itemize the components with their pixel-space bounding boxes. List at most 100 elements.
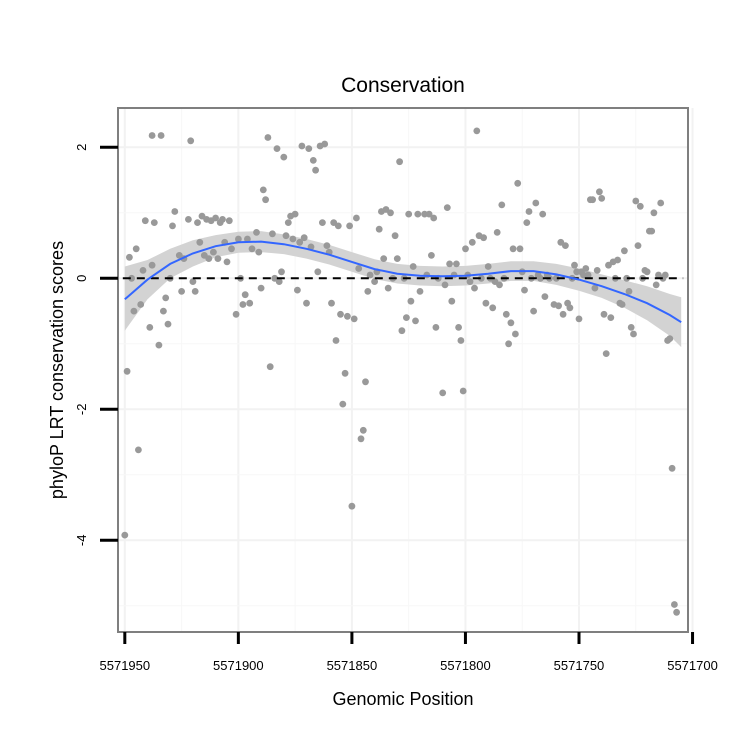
data-point bbox=[484, 263, 492, 270]
data-point bbox=[164, 320, 172, 328]
data-point bbox=[232, 310, 240, 318]
y-tick-label: -2 bbox=[74, 404, 89, 416]
data-point bbox=[353, 214, 360, 222]
data-point bbox=[196, 238, 204, 246]
data-point bbox=[128, 274, 136, 282]
data-point bbox=[125, 253, 133, 261]
data-point bbox=[257, 284, 265, 292]
data-point bbox=[525, 208, 533, 215]
data-point bbox=[228, 245, 235, 253]
data-point bbox=[309, 157, 317, 164]
data-point bbox=[600, 310, 608, 318]
data-point bbox=[239, 301, 247, 308]
data-point bbox=[571, 261, 578, 269]
data-point bbox=[280, 153, 288, 161]
data-point bbox=[212, 214, 220, 222]
data-point bbox=[355, 265, 363, 272]
data-point bbox=[614, 256, 621, 264]
data-point bbox=[448, 297, 456, 305]
data-point bbox=[477, 274, 485, 282]
data-point bbox=[362, 378, 369, 386]
x-axis-ticks: 5571950 5571900 5571850 5571800 5571750 55717… bbox=[100, 632, 718, 673]
data-point bbox=[141, 217, 149, 225]
data-point bbox=[169, 222, 176, 230]
data-point bbox=[407, 297, 415, 305]
data-point bbox=[516, 245, 524, 253]
plot-panel-border bbox=[117, 107, 689, 633]
data-point bbox=[621, 247, 628, 255]
data-point bbox=[441, 281, 449, 289]
data-point bbox=[455, 324, 462, 331]
data-point bbox=[591, 284, 599, 292]
data-point bbox=[357, 435, 365, 443]
data-point bbox=[443, 204, 451, 212]
data-point bbox=[625, 288, 633, 295]
data-point bbox=[305, 145, 313, 153]
data-point bbox=[264, 134, 272, 141]
data-point bbox=[453, 260, 460, 268]
data-point bbox=[512, 330, 519, 338]
data-point bbox=[498, 201, 506, 209]
data-point bbox=[671, 601, 678, 608]
data-point bbox=[582, 265, 590, 272]
data-point bbox=[405, 210, 413, 218]
x-tick-label: 5571850 bbox=[327, 658, 378, 673]
data-point bbox=[328, 299, 335, 307]
data-points bbox=[121, 127, 680, 616]
data-point bbox=[148, 261, 156, 269]
data-point bbox=[235, 235, 242, 243]
data-point bbox=[269, 230, 276, 238]
data-point bbox=[337, 310, 344, 318]
data-point bbox=[559, 310, 567, 318]
data-point bbox=[623, 274, 631, 282]
data-point bbox=[223, 258, 231, 266]
data-point bbox=[532, 199, 540, 207]
data-point bbox=[132, 245, 140, 253]
data-point bbox=[414, 210, 422, 218]
data-point bbox=[566, 304, 574, 312]
data-point bbox=[552, 274, 560, 282]
data-point bbox=[657, 199, 665, 207]
x-tick-label: 5571800 bbox=[440, 658, 491, 673]
data-point bbox=[289, 235, 297, 243]
data-point bbox=[187, 137, 195, 145]
x-tick-label: 5571900 bbox=[213, 658, 264, 673]
data-point bbox=[457, 337, 465, 344]
data-point bbox=[650, 209, 658, 217]
data-point bbox=[359, 426, 367, 434]
data-point bbox=[643, 268, 651, 276]
data-point bbox=[339, 400, 347, 408]
data-point bbox=[416, 288, 424, 295]
data-point bbox=[171, 208, 179, 215]
data-point bbox=[562, 242, 569, 250]
data-point bbox=[194, 219, 201, 227]
y-axis-ticks: 2 0 -2 -4 bbox=[74, 144, 118, 546]
data-point bbox=[521, 286, 528, 294]
data-point bbox=[205, 255, 213, 262]
data-point bbox=[430, 214, 438, 222]
data-point bbox=[514, 179, 522, 187]
data-point bbox=[253, 229, 260, 236]
data-point bbox=[348, 502, 356, 510]
data-point bbox=[589, 196, 596, 204]
x-axis-label: Genomic Position bbox=[332, 689, 473, 709]
data-point bbox=[530, 307, 537, 315]
data-point bbox=[459, 387, 467, 395]
data-point bbox=[593, 267, 601, 274]
data-point bbox=[412, 317, 419, 325]
data-point bbox=[323, 242, 331, 250]
data-point bbox=[507, 319, 515, 327]
data-point bbox=[480, 234, 487, 242]
data-point bbox=[505, 340, 512, 348]
data-point bbox=[189, 278, 197, 285]
data-point bbox=[432, 324, 440, 331]
y-tick-label: -4 bbox=[74, 535, 89, 547]
data-point bbox=[648, 227, 656, 235]
data-point bbox=[471, 284, 478, 292]
data-point bbox=[541, 293, 549, 300]
data-point bbox=[661, 271, 669, 279]
data-point bbox=[248, 245, 256, 253]
data-point bbox=[618, 301, 626, 308]
data-point bbox=[296, 238, 304, 246]
data-point bbox=[130, 307, 138, 315]
